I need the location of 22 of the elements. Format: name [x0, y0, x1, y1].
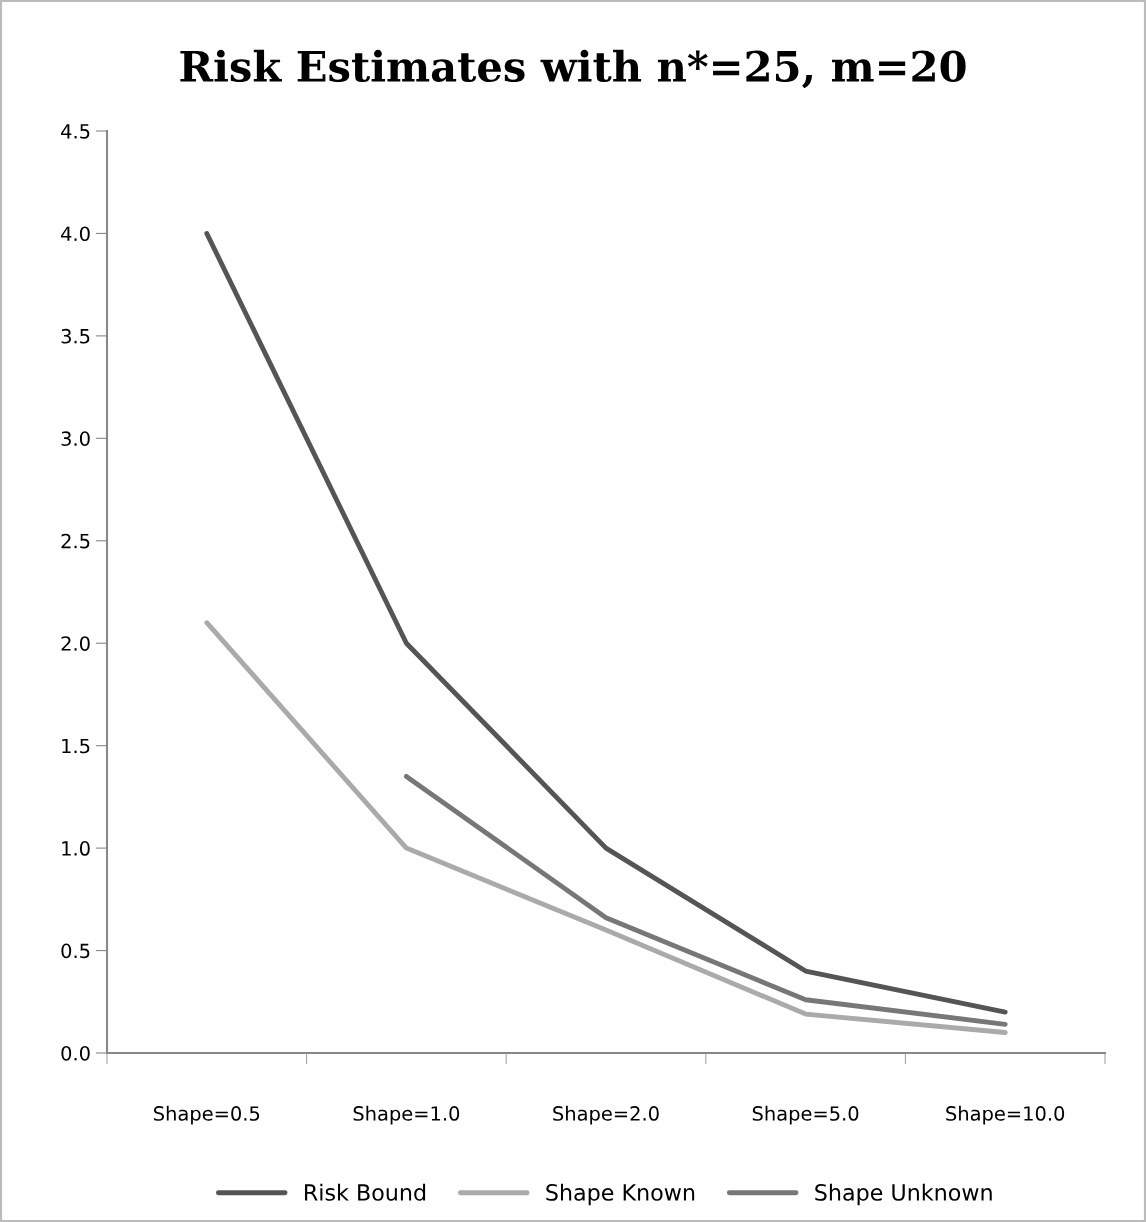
legend-label: Shape Unknown — [815, 1183, 992, 1206]
x-tick-label: Shape=1.0 — [353, 1105, 460, 1125]
y-tick-label: 3.0 — [61, 431, 90, 446]
chart-title: Risk Estimates with n*=25, m=20 — [180, 49, 966, 89]
legend-label: Risk Bound — [305, 1183, 426, 1201]
line-series — [204, 620, 1008, 1035]
y-tick-label: 0.5 — [61, 943, 90, 959]
x-tick-label: Shape=5.0 — [752, 1105, 859, 1125]
y-tick-label: 4.5 — [61, 124, 90, 139]
legend-label: Shape Known — [546, 1183, 695, 1206]
y-tick-label: 4.0 — [61, 226, 90, 242]
y-tick-label: 0.0 — [61, 1045, 90, 1061]
y-tick-label: 2.0 — [61, 636, 90, 651]
y-tick-label: 1.5 — [62, 738, 90, 754]
x-tick-label: Shape=0.5 — [154, 1105, 260, 1125]
line-series — [403, 773, 1008, 1027]
y-tick-label: 2.5 — [61, 533, 90, 549]
line-series — [204, 231, 1008, 1015]
x-tick-label: Shape=10.0 — [946, 1105, 1065, 1125]
y-tick-label: 3.5 — [61, 328, 90, 344]
y-tick-label: 1.0 — [62, 841, 90, 856]
x-tick-label: Shape=2.0 — [553, 1105, 659, 1125]
